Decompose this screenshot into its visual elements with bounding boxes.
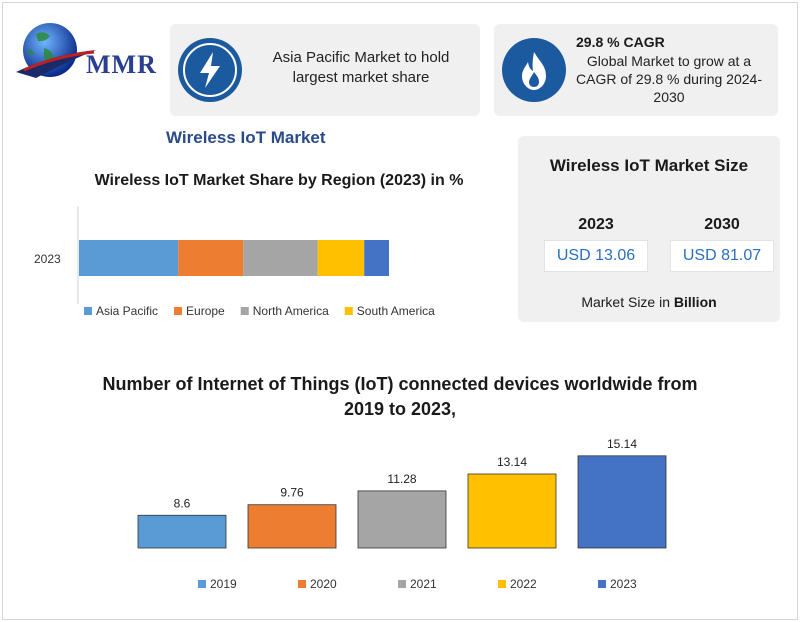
- legend-swatch-2023: [598, 580, 606, 588]
- stack-segment-3: [317, 240, 365, 276]
- cagr-heading: 29.8 % CAGR: [576, 34, 665, 50]
- highlight-card-asia: Asia Pacific Market to hold largest mark…: [170, 24, 480, 116]
- data-label-2022: 13.14: [497, 455, 527, 469]
- legend-swatch-1: [174, 307, 183, 315]
- highlight-card-cagr: 29.8 % CAGR Global Market to grow at a C…: [494, 24, 778, 116]
- data-label-2021: 11.28: [387, 472, 416, 486]
- market-value-2023: USD 13.06: [544, 240, 648, 272]
- legend-label-2: North America: [253, 304, 329, 318]
- category-label-2023: 2023: [34, 252, 61, 266]
- data-label-2020: 9.76: [280, 486, 304, 500]
- stack-segment-0: [79, 240, 179, 276]
- legend-label-2021: 2021: [410, 577, 437, 591]
- lightning-icon: [178, 38, 242, 102]
- market-size-note: Market Size in Billion: [518, 294, 780, 310]
- legend-swatch-2019: [198, 580, 206, 588]
- mmr-logo: MMR: [14, 20, 164, 86]
- legend-label-2019: 2019: [210, 577, 237, 591]
- note-prefix: Market Size in: [581, 294, 671, 310]
- globe-icon: [16, 23, 96, 78]
- market-size-title: Wireless IoT Market Size: [549, 156, 749, 175]
- legend-swatch-3: [344, 307, 353, 315]
- stack-segment-1: [178, 240, 244, 276]
- legend-swatch-2: [240, 307, 249, 315]
- data-label-2023: 15.14: [607, 437, 637, 451]
- bar-2022: [467, 473, 557, 549]
- region-chart-title: Wireless IoT Market Share by Region (202…: [94, 172, 464, 189]
- bar-2021: [357, 490, 447, 549]
- year-label-2023: 2023: [578, 216, 614, 233]
- bar-2023: [577, 455, 667, 549]
- legend-label-2020: 2020: [310, 577, 337, 591]
- highlight-text-asia: Asia Pacific Market to hold largest mark…: [272, 49, 450, 86]
- market-size-card: Wireless IoT Market Size 2023 2030 USD 1…: [518, 136, 780, 322]
- legend-label-2023: 2023: [610, 577, 637, 591]
- legend-label-1: Europe: [186, 304, 225, 318]
- year-label-2030: 2030: [704, 216, 740, 233]
- devices-chart-title: Number of Internet of Things (IoT) conne…: [102, 374, 698, 419]
- bar-2020: [247, 504, 337, 549]
- legend-label-3: South America: [357, 304, 435, 318]
- cagr-text: Global Market to grow at a CAGR of 29.8 …: [576, 53, 762, 105]
- page-title: Wireless IoT Market: [166, 128, 326, 147]
- legend-label-2022: 2022: [510, 577, 537, 591]
- stack-segment-2: [243, 240, 318, 276]
- bar-2019: [137, 514, 227, 549]
- legend-swatch-0: [84, 307, 92, 315]
- devices-bar-chart: 8.6 2019 9.76 2020 11.28 2021 13.14 2022 15.14 20…: [137, 437, 667, 591]
- flame-icon: [502, 38, 566, 102]
- legend-swatch-2022: [498, 580, 506, 588]
- note-unit: Billion: [673, 294, 717, 310]
- data-label-2019: 8.6: [174, 496, 191, 510]
- legend-label-0: Asia Pacific: [96, 304, 158, 318]
- legend-swatch-2020: [298, 580, 306, 588]
- logo-text: MMR: [86, 50, 157, 79]
- market-value-2030: USD 81.07: [670, 240, 774, 272]
- stack-segment-4: [364, 240, 389, 276]
- legend-swatch-2021: [398, 580, 406, 588]
- region-share-chart: 2023 Asia Pacific Europe North America South…: [34, 206, 435, 318]
